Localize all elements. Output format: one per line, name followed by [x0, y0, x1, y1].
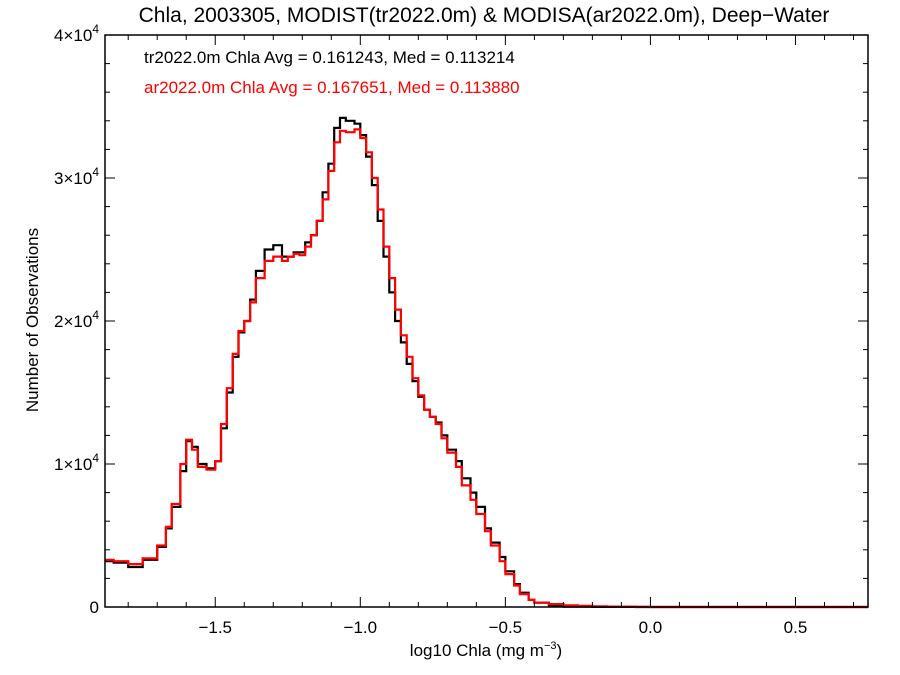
- y-tick-label: 0: [90, 598, 99, 617]
- plot-area: −1.5 −1.0 −0.5 0.0 0.5 0 1×104 2×104 3×104 4×104: [54, 22, 869, 637]
- x-tick-label: −1.5: [198, 618, 232, 637]
- annotation-ar2022-stats: ar2022.0m Chla Avg = 0.167651, Med = 0.1…: [144, 78, 520, 97]
- x-tick-label: −1.0: [344, 618, 378, 637]
- x-tick-label: 0.0: [639, 618, 663, 637]
- series-layer: [105, 116, 868, 609]
- y-tick-label: 4×104: [54, 22, 99, 45]
- histogram-series-1: [105, 128, 868, 609]
- y-tick-label: 2×104: [54, 308, 99, 331]
- x-axis-label-exponent: −3: [544, 640, 557, 652]
- x-tick-label: −0.5: [489, 618, 523, 637]
- x-axis-label-close: ): [557, 641, 563, 660]
- y-tick-label: 3×104: [54, 165, 99, 188]
- annotation-tr2022-stats: tr2022.0m Chla Avg = 0.161243, Med = 0.1…: [144, 48, 515, 67]
- chart-title: Chla, 2003305, MODIST(tr2022.0m) & MODIS…: [139, 4, 830, 27]
- x-axis-label: log10 Chla (mg m−3): [410, 640, 562, 660]
- tick-layer: −1.5 −1.0 −0.5 0.0 0.5 0 1×104 2×104 3×104 4×104: [54, 22, 868, 637]
- x-axis-label-text: log10 Chla (mg m: [410, 641, 544, 660]
- y-tick-label: 1×104: [54, 451, 99, 474]
- y-axis-label: Number of Observations: [23, 228, 42, 412]
- x-tick-label: 0.5: [784, 618, 808, 637]
